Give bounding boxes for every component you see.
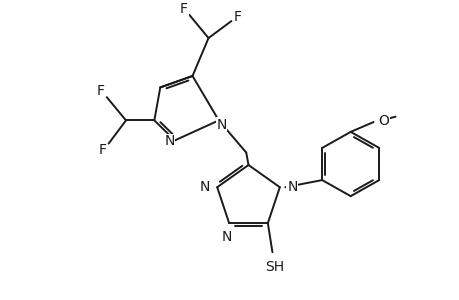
Text: N: N: [216, 118, 226, 132]
Text: SH: SH: [264, 260, 284, 274]
Text: F: F: [233, 10, 241, 24]
Text: N: N: [221, 230, 231, 244]
Text: O: O: [377, 114, 388, 128]
Text: F: F: [98, 143, 106, 157]
Text: F: F: [179, 2, 187, 16]
Text: N: N: [164, 134, 174, 148]
Text: N: N: [199, 180, 209, 194]
Text: F: F: [96, 84, 104, 98]
Text: N: N: [286, 180, 297, 194]
